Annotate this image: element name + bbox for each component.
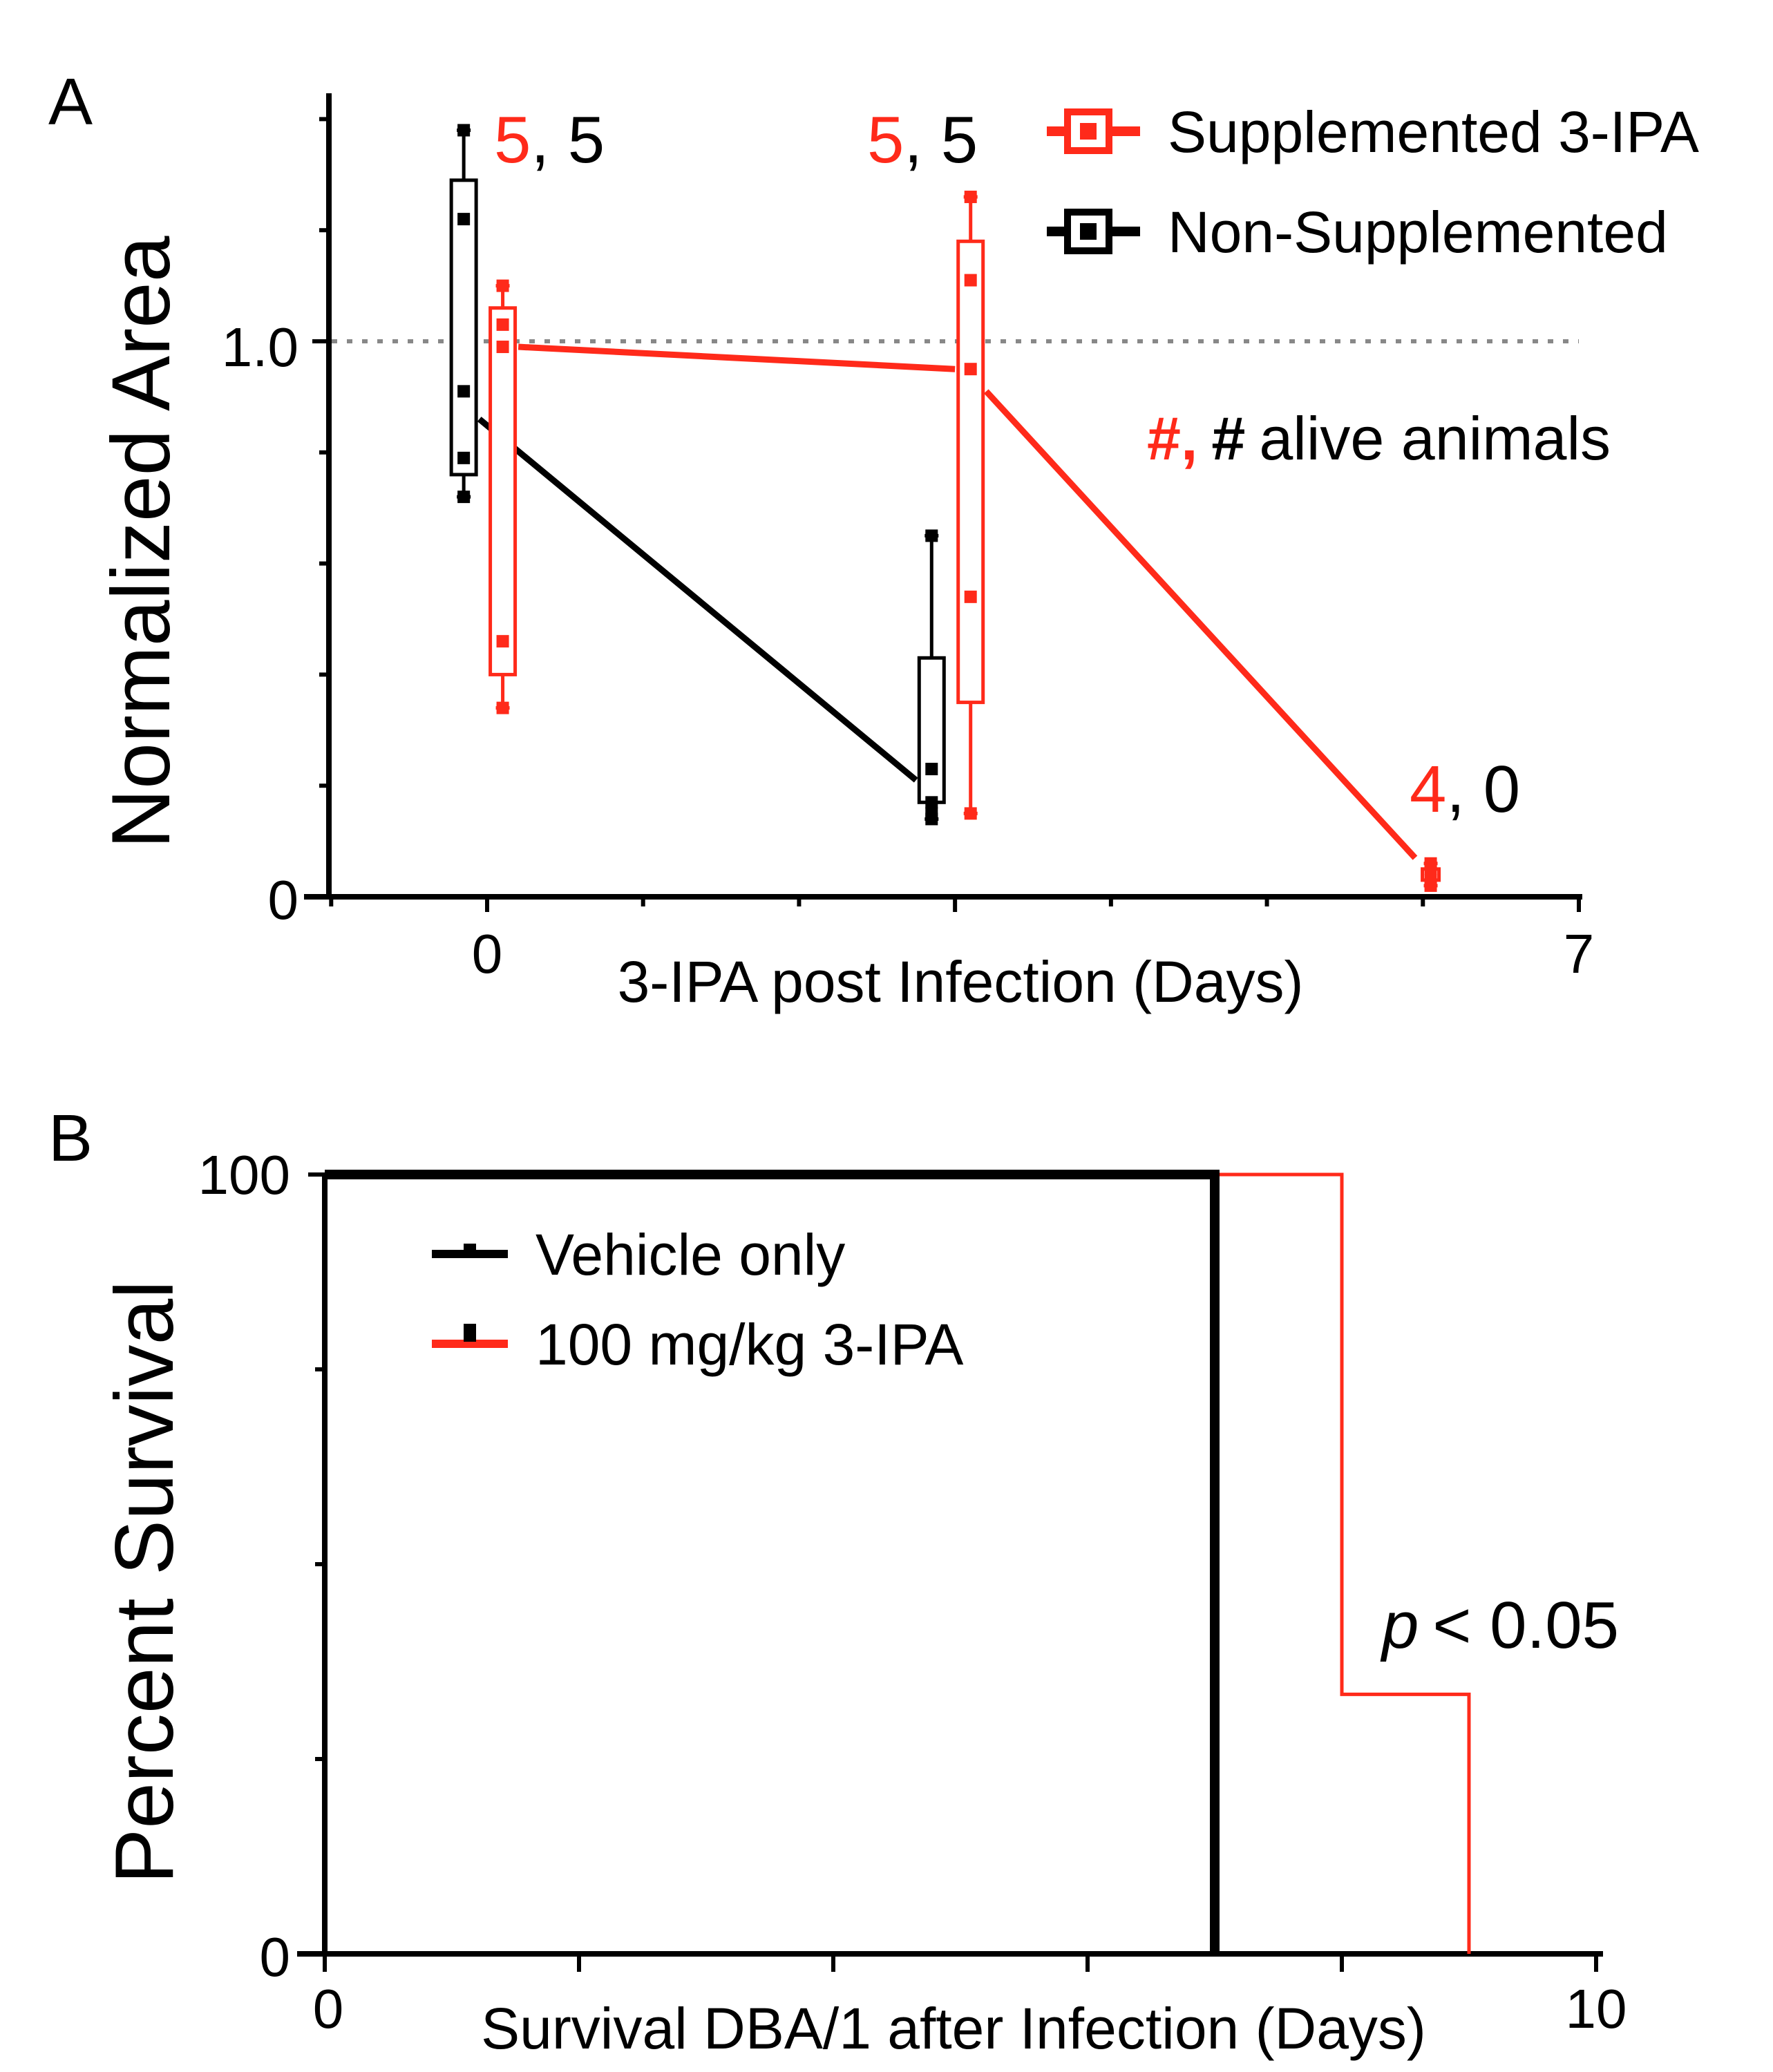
legend-nonsupplemented-marker-icon (1080, 223, 1097, 240)
data-point-supplemented (964, 274, 977, 287)
data-point-supplemented (496, 318, 509, 331)
panel-b-legend: Vehicle only 100 mg/kg 3-IPA (432, 1222, 963, 1377)
alive-count-day3: 5, 5 (867, 103, 978, 177)
data-point-nonsupplemented (925, 763, 938, 776)
mean-line-supplemented (983, 389, 1418, 860)
alive-key-red-symbol: #, (1147, 404, 1197, 473)
panel-a: A 0 1.0 0 7 3-IPA post Infection (Days) … (48, 65, 1699, 1014)
data-point-nonsupplemented (457, 491, 471, 504)
legend-item-vehicle: Vehicle only (432, 1222, 845, 1287)
data-point-nonsupplemented (457, 451, 471, 464)
panel-b-y-ticks (308, 1172, 325, 1956)
legend-supplemented-marker-icon (1080, 123, 1097, 140)
data-point-supplemented (964, 363, 977, 376)
data-point-supplemented (496, 341, 509, 354)
data-point-supplemented (1424, 862, 1437, 875)
data-point-supplemented (496, 279, 509, 292)
legend-item-supplemented: Supplemented 3-IPA (1047, 99, 1699, 164)
panel-b-label: B (48, 1101, 93, 1175)
panel-b-x-tick-label-10: 10 (1566, 1978, 1627, 2040)
panel-b-y-tick-label-0: 0 (260, 1926, 291, 1988)
panel-b-x-ticks (323, 1954, 1598, 1972)
data-point-supplemented (964, 190, 977, 203)
mean-line-nonsupplemented (477, 417, 918, 783)
alive-count-day3-supplemented: 5 (867, 103, 904, 177)
alive-count-day0-supplemented: 5 (494, 103, 531, 177)
panel-a-y-ticks (312, 117, 329, 899)
data-point-nonsupplemented (457, 124, 471, 137)
data-point-supplemented (496, 701, 509, 714)
legend-item-3ipa: 100 mg/kg 3-IPA (432, 1312, 963, 1377)
panel-a-x-tick-label-0: 0 (472, 923, 503, 985)
data-point-supplemented (964, 807, 977, 820)
p-value-annotation: p < 0.05 (1380, 1588, 1619, 1662)
panel-a-legend: Supplemented 3-IPA Non-Supplemented (1047, 99, 1699, 265)
panel-b-y-tick-label-100: 100 (198, 1144, 290, 1206)
mean-line-supplemented (518, 343, 956, 372)
box-nonsupplemented (449, 178, 478, 477)
alive-count-labels: 5, 5 5, 5 4, 0 (494, 103, 1520, 826)
data-point-nonsupplemented (925, 796, 938, 809)
panel-a-plot-area (449, 124, 1441, 892)
data-point-nonsupplemented (457, 385, 471, 398)
panel-b-x-tick-label-0: 0 (313, 1978, 344, 2040)
survival-curve-vehicle (325, 1170, 1220, 1954)
box-nonsupplemented (917, 656, 946, 804)
legend-3ipa-label: 100 mg/kg 3-IPA (535, 1312, 963, 1377)
legend-supplemented-label: Supplemented 3-IPA (1168, 99, 1699, 164)
panel-b: B 100 0 0 10 Survival DBA/1 after Infect… (48, 1101, 1627, 2061)
p-value-symbol: p (1380, 1588, 1419, 1662)
data-point-nonsupplemented (457, 213, 471, 226)
panel-a-y-tick-label-1: 1.0 (222, 316, 298, 378)
alive-count-day6: 4, 0 (1410, 752, 1520, 826)
legend-vehicle-marker-icon (464, 1244, 476, 1256)
panel-b-plot-area (325, 1170, 1471, 1954)
data-point-supplemented (1424, 879, 1437, 892)
panel-b-y-axis-title: Percent Survival (98, 1280, 191, 1884)
data-point-nonsupplemented (925, 812, 938, 826)
panel-a-y-axis-title: Normalized Area (95, 236, 187, 848)
alive-key-text: alive animals (1259, 404, 1611, 473)
data-point-nonsupplemented (925, 529, 938, 542)
box-supplemented (956, 239, 985, 705)
legend-item-nonsupplemented: Non-Supplemented (1047, 200, 1668, 265)
legend-vehicle-label: Vehicle only (535, 1222, 845, 1287)
alive-key-black-symbol: # (1211, 404, 1245, 473)
panel-a-x-ticks (329, 897, 1581, 912)
panel-a-label: A (48, 65, 93, 139)
alive-count-day3-nonsupplemented: , 5 (904, 103, 978, 177)
alive-count-day6-supplemented: 4 (1410, 752, 1446, 826)
alive-count-day6-nonsupplemented: , 0 (1446, 752, 1520, 826)
alive-count-day0-nonsupplemented: , 5 (531, 103, 605, 177)
legend-3ipa-marker-icon (464, 1324, 476, 1342)
box-supplemented (489, 306, 518, 676)
p-value-text: < 0.05 (1432, 1588, 1619, 1662)
data-point-supplemented (964, 590, 977, 603)
panel-a-x-tick-label-7: 7 (1564, 923, 1595, 985)
alive-animals-key: #, # alive animals (1147, 404, 1611, 473)
legend-nonsupplemented-label: Non-Supplemented (1168, 200, 1668, 265)
survival-curve-3ipa (1215, 1172, 1471, 1954)
panel-b-x-axis-title: Survival DBA/1 after Infection (Days) (481, 1996, 1426, 2061)
panel-a-y-tick-label-0: 0 (268, 869, 299, 931)
data-point-supplemented (496, 635, 509, 648)
alive-count-day0: 5, 5 (494, 103, 605, 177)
panel-a-x-axis-title: 3-IPA post Infection (Days) (618, 949, 1304, 1014)
